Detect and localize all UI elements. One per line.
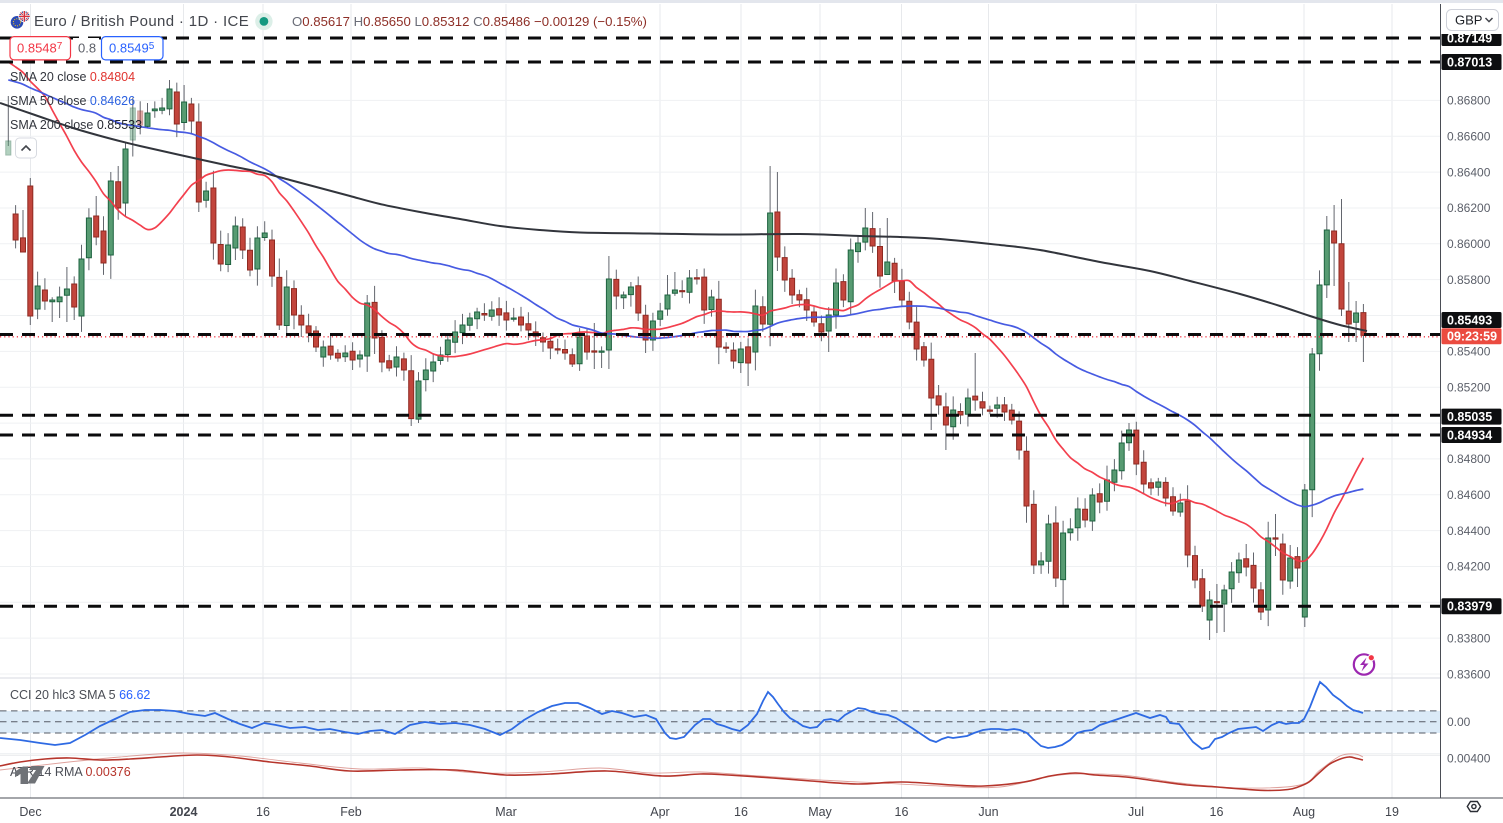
svg-text:0.86600: 0.86600 bbox=[1447, 130, 1491, 144]
svg-text:0.86800: 0.86800 bbox=[1447, 94, 1491, 108]
svg-text:May: May bbox=[808, 805, 832, 819]
svg-text:16: 16 bbox=[734, 805, 748, 819]
svg-text:Jun: Jun bbox=[978, 805, 998, 819]
svg-text:0.83979: 0.83979 bbox=[1447, 600, 1492, 614]
svg-text:0.83600: 0.83600 bbox=[1447, 667, 1491, 681]
svg-text:0.87013: 0.87013 bbox=[1447, 55, 1492, 69]
svg-text:0.84934: 0.84934 bbox=[1447, 428, 1492, 442]
svg-text:0.85493: 0.85493 bbox=[1447, 313, 1492, 327]
svg-text:0.84400: 0.84400 bbox=[1447, 524, 1491, 538]
svg-text:0.85035: 0.85035 bbox=[1447, 410, 1492, 424]
svg-text:0.85200: 0.85200 bbox=[1447, 381, 1491, 395]
svg-text:0.86000: 0.86000 bbox=[1447, 237, 1491, 251]
svg-text:ATR 14 RMA 0.00376: ATR 14 RMA 0.00376 bbox=[10, 765, 131, 779]
svg-text:Jul: Jul bbox=[1128, 805, 1144, 819]
svg-text:Feb: Feb bbox=[340, 805, 362, 819]
svg-text:Aug: Aug bbox=[1293, 805, 1315, 819]
svg-text:0.83800: 0.83800 bbox=[1447, 631, 1491, 645]
svg-text:16: 16 bbox=[1210, 805, 1224, 819]
svg-text:0.84200: 0.84200 bbox=[1447, 560, 1491, 574]
svg-text:O0.85617 H0.85650 L0.85312 C0.: O0.85617 H0.85650 L0.85312 C0.85486 −0.0… bbox=[292, 14, 647, 29]
svg-text:Apr: Apr bbox=[650, 805, 669, 819]
svg-text:0.86400: 0.86400 bbox=[1447, 165, 1491, 179]
svg-text:0.87149: 0.87149 bbox=[1447, 31, 1492, 45]
svg-text:0.8: 0.8 bbox=[78, 41, 96, 56]
svg-text:0.86200: 0.86200 bbox=[1447, 201, 1491, 215]
svg-text:09:23:59: 09:23:59 bbox=[1447, 330, 1497, 344]
svg-text:16: 16 bbox=[895, 805, 909, 819]
svg-text:16: 16 bbox=[256, 805, 270, 819]
svg-text:SMA 200 close 0.85533: SMA 200 close 0.85533 bbox=[10, 118, 142, 132]
svg-text:0.84800: 0.84800 bbox=[1447, 452, 1491, 466]
svg-text:0.00400: 0.00400 bbox=[1447, 752, 1491, 766]
svg-text:SMA 20 close 0.84804: SMA 20 close 0.84804 bbox=[10, 70, 135, 84]
svg-text:0.85400: 0.85400 bbox=[1447, 345, 1491, 359]
svg-text:19: 19 bbox=[1385, 805, 1399, 819]
svg-text:0.84600: 0.84600 bbox=[1447, 488, 1491, 502]
svg-text:0.85487: 0.85487 bbox=[17, 41, 63, 56]
svg-text:CCI 20 hlc3 SMA 5 66.62: CCI 20 hlc3 SMA 5 66.62 bbox=[10, 688, 150, 702]
svg-text:Dec: Dec bbox=[19, 805, 41, 819]
svg-text:SMA 50 close 0.84626: SMA 50 close 0.84626 bbox=[10, 94, 135, 108]
svg-text:GBP: GBP bbox=[1455, 13, 1482, 28]
svg-text:0.00: 0.00 bbox=[1447, 715, 1471, 729]
svg-text:0.85495: 0.85495 bbox=[109, 41, 155, 56]
svg-text:2024: 2024 bbox=[170, 805, 198, 819]
svg-text:Euro / British Pound · 1D · IC: Euro / British Pound · 1D · ICE bbox=[34, 13, 249, 30]
svg-text:0.85800: 0.85800 bbox=[1447, 273, 1491, 287]
svg-text:Mar: Mar bbox=[495, 805, 517, 819]
